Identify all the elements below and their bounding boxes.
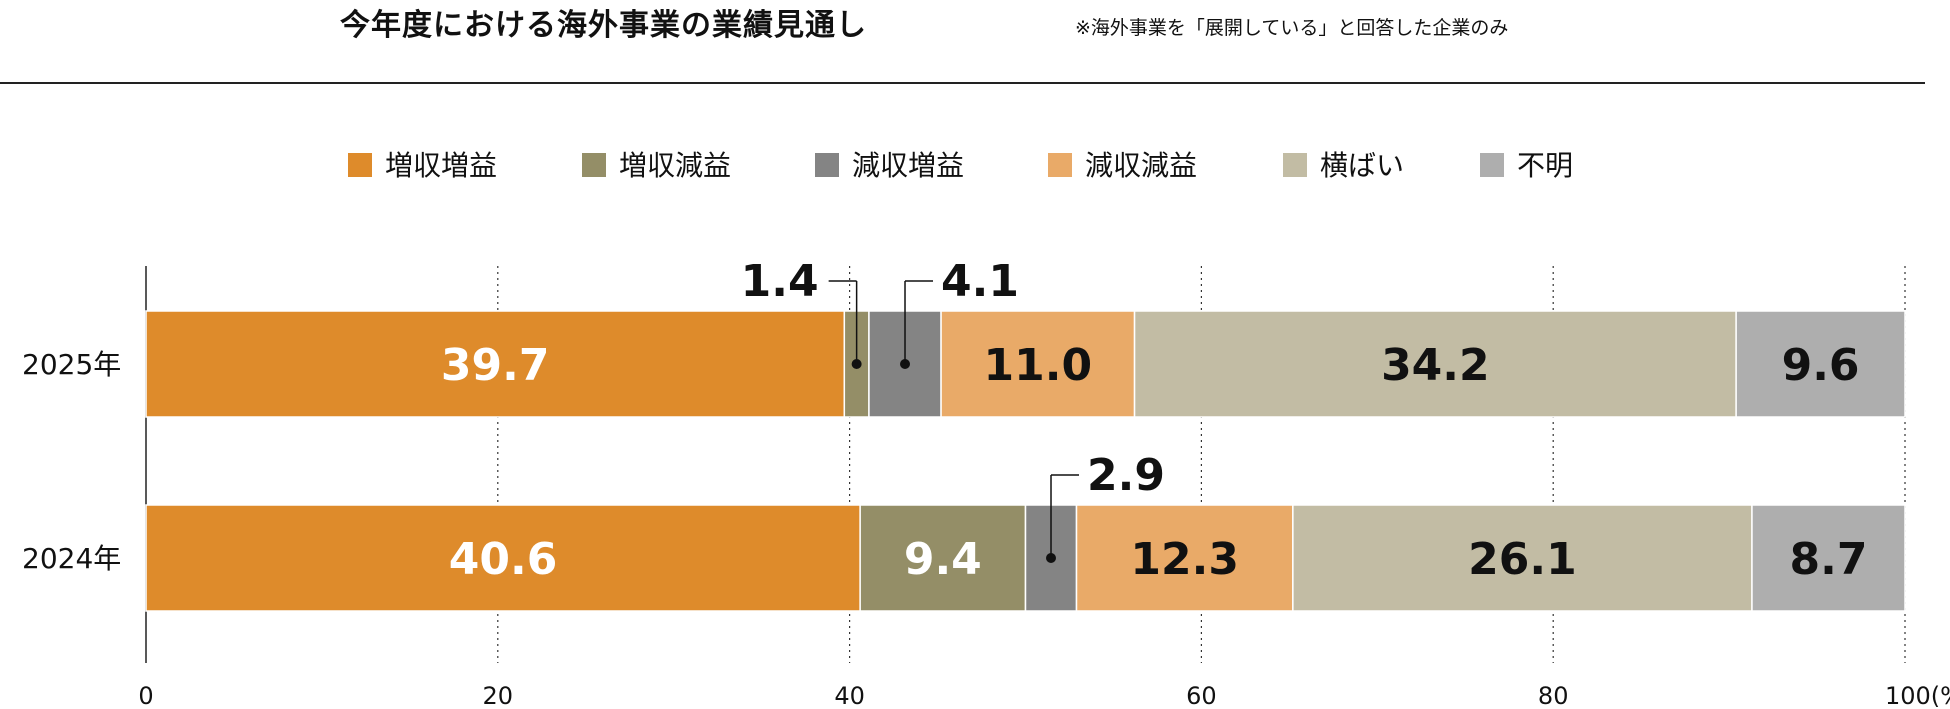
bar-segment (145, 504, 861, 612)
x-tick-label: 80 (1538, 682, 1569, 709)
bar-segment (859, 504, 1027, 612)
data-label: 40.6 (449, 534, 558, 585)
bar-segment (1751, 504, 1906, 612)
bar-segment (1075, 504, 1294, 612)
legend-label: 増収増益 (385, 149, 497, 182)
category-label: 2025年 (22, 348, 121, 381)
title-divider (0, 82, 1925, 84)
legend-swatch (1480, 153, 1504, 177)
data-label: 34.2 (1381, 340, 1490, 391)
x-tick-label: 40 (834, 682, 865, 709)
data-label: 11.0 (984, 340, 1093, 391)
data-label: 9.4 (904, 534, 982, 585)
legend-swatch (582, 153, 606, 177)
data-label: 9.6 (1782, 340, 1860, 391)
x-tick-label: 0 (138, 682, 153, 709)
legend-swatch (1283, 153, 1307, 177)
bar-segment (1735, 310, 1906, 418)
legend-label: 減収増益 (852, 149, 964, 182)
bar-segment (1133, 310, 1737, 418)
x-tick-label: 60 (1186, 682, 1217, 709)
data-label: 2.9 (1087, 450, 1165, 501)
bar-segment (1292, 504, 1753, 612)
legend-swatch (348, 153, 372, 177)
data-label: 26.1 (1468, 534, 1577, 585)
x-tick-label: 100(%) (1885, 682, 1950, 709)
chart-note: ※海外事業を「展開している」と回答した企業のみ (1075, 17, 1509, 39)
data-label: 39.7 (441, 340, 550, 391)
data-label: 4.1 (941, 256, 1019, 307)
data-label: 1.4 (741, 256, 819, 307)
legend-swatch (815, 153, 839, 177)
chart-title: 今年度における海外事業の業績見通し (340, 8, 867, 43)
legend-label: 不明 (1517, 149, 1573, 182)
legend-label: 減収減益 (1085, 149, 1197, 182)
legend-label: 増収減益 (619, 149, 731, 182)
legend-swatch (1048, 153, 1072, 177)
data-label: 12.3 (1130, 534, 1239, 585)
data-label: 8.7 (1790, 534, 1868, 585)
legend-label: 横ばい (1320, 149, 1404, 182)
x-tick-label: 20 (483, 682, 514, 709)
category-label: 2024年 (22, 542, 121, 575)
bar-segment (940, 310, 1136, 418)
bar-segment (145, 310, 846, 418)
